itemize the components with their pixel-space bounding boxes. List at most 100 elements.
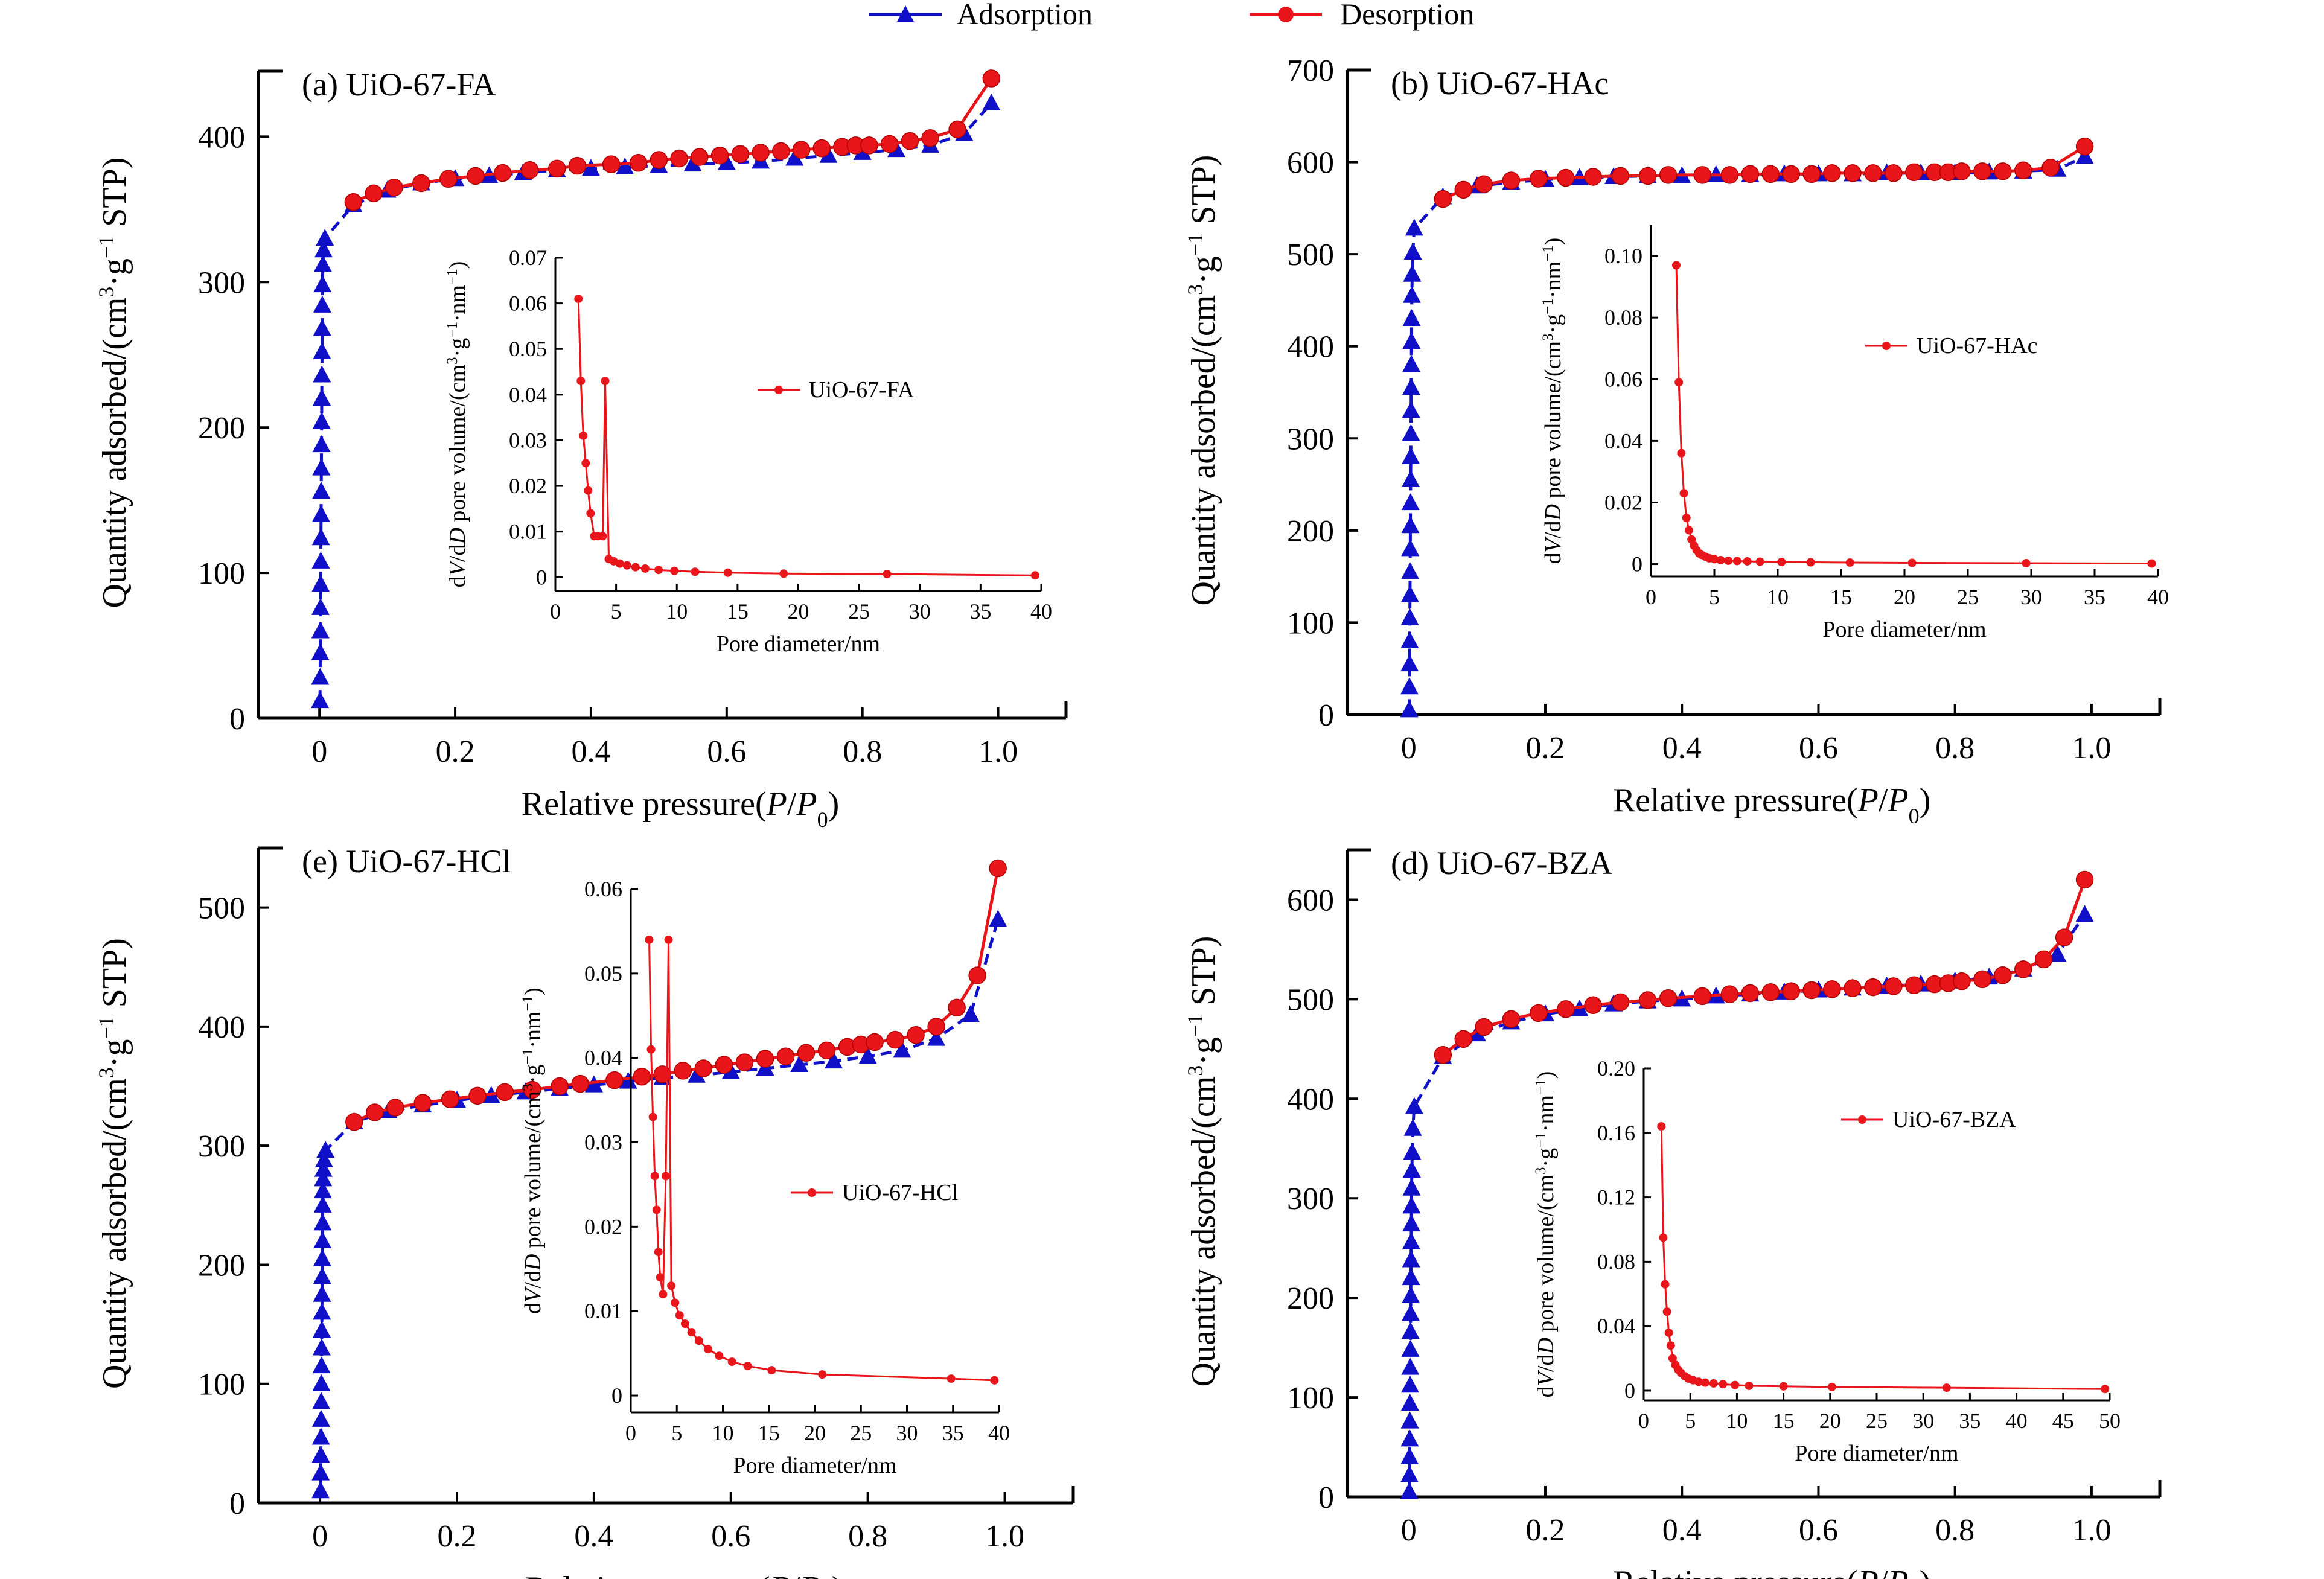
desorption-point <box>1557 1000 1575 1018</box>
adsorption-point <box>1402 1286 1420 1303</box>
x-tick-label: 1.0 <box>985 1519 1024 1554</box>
inset-y-axis-title: dV/dD pore volume/(cm3·g−1·nm−1) <box>444 261 471 588</box>
adsorption-point <box>1402 401 1420 418</box>
desorption-point <box>921 129 939 147</box>
inset-x-tick-label: 10 <box>666 599 688 624</box>
x-tick-label: 0.2 <box>437 1519 476 1554</box>
inset-legend-marker <box>1858 1115 1866 1124</box>
x-tick-label: 0.6 <box>1799 1513 1838 1548</box>
desorption-line <box>353 868 1000 1123</box>
x-tick-label: 0.4 <box>574 1519 613 1554</box>
inset-point <box>1657 1122 1666 1131</box>
inset-point <box>1827 1382 1836 1391</box>
inset-y-tick-label: 0.04 <box>1597 1314 1635 1338</box>
inset-point <box>656 1273 665 1282</box>
inset-point <box>2147 559 2156 568</box>
inset-plot-area <box>555 258 1041 591</box>
desorption-point <box>1973 162 1991 180</box>
desorption-point <box>571 1074 589 1093</box>
inset-legend-label: UiO-67-HAc <box>1917 333 2038 359</box>
desorption-series <box>1434 137 2094 208</box>
inset-x-tick-label: 0 <box>550 599 561 624</box>
adsorption-point <box>1400 677 1419 695</box>
inset-point <box>990 1376 999 1385</box>
desorption-point <box>982 69 1001 88</box>
inset-x-tick-label: 10 <box>1767 585 1789 609</box>
inset-point <box>1662 1307 1671 1316</box>
legend-desorption-label: Desorption <box>1340 0 1474 31</box>
inset-point <box>1666 1341 1675 1350</box>
desorption-point <box>674 1062 692 1080</box>
adsorption-point <box>313 342 331 359</box>
inset-point <box>1664 1328 1673 1337</box>
desorption-point <box>1905 163 1923 182</box>
adsorption-point <box>927 1029 946 1046</box>
desorption-point <box>1693 987 1711 1006</box>
x-tick-label: 0.8 <box>1935 1513 1974 1548</box>
adsorption-point <box>683 155 702 172</box>
inset-x-tick-label: 10 <box>1726 1409 1748 1433</box>
inset-point <box>680 1319 689 1329</box>
legend-desorption-marker <box>1278 7 1294 22</box>
inset-x-tick-label: 40 <box>1030 599 1052 624</box>
inset-point <box>1661 1280 1670 1289</box>
adsorption-point <box>311 1446 330 1463</box>
desorption-point <box>1529 170 1548 188</box>
inset-y-tick-label: 0.01 <box>584 1299 622 1323</box>
inset-point <box>723 568 732 577</box>
desorption-point <box>629 154 648 172</box>
desorption-point <box>1864 164 1882 182</box>
inset-point <box>687 1328 696 1337</box>
desorption-point <box>1885 164 1903 182</box>
adsorption-point <box>1401 562 1420 579</box>
y-tick-label: 200 <box>1287 514 1334 549</box>
desorption-point <box>1741 984 1760 1003</box>
inset-x-tick-label: 25 <box>1866 1409 1888 1433</box>
inset-x-tick-label: 50 <box>2099 1409 2121 1433</box>
desorption-point <box>1434 1045 1452 1064</box>
desorption-point <box>1953 162 1971 180</box>
desorption-point <box>776 1047 795 1065</box>
adsorption-point <box>1402 355 1421 372</box>
adsorption-point <box>311 691 330 709</box>
inset-point <box>1677 448 1686 458</box>
adsorption-point <box>1400 585 1419 602</box>
adsorption-point <box>982 93 1001 110</box>
desorption-point <box>735 1053 754 1071</box>
inset-x-tick-label: 10 <box>712 1421 734 1445</box>
x-tick-label: 0 <box>1401 731 1417 765</box>
y-axis-title: Quantity adsorbed/(cm3·g−1 STP) <box>94 938 133 1389</box>
inset-y-axis-title: dV/dD pore volume/(cm3·g−1·nm−1) <box>1533 1071 1559 1398</box>
adsorption-point <box>1402 378 1420 395</box>
desorption-point <box>1611 167 1630 185</box>
inset-y-tick-label: 0.06 <box>584 877 622 901</box>
y-tick-label: 0 <box>1318 1481 1334 1515</box>
desorption-point <box>1584 996 1602 1015</box>
inset-x-tick-label: 40 <box>2147 585 2169 609</box>
desorption-point <box>886 1030 904 1049</box>
desorption-point <box>1994 966 2012 984</box>
desorption-point <box>496 1083 514 1102</box>
x-axis-title: Relative pressure(P/P0) <box>1613 1564 1931 1579</box>
desorption-point <box>901 132 919 150</box>
adsorption-point <box>616 157 634 174</box>
y-tick-label: 300 <box>198 1129 245 1164</box>
panel-title: (b) UiO-67-HAc <box>1391 65 1609 101</box>
inset-x-tick-label: 30 <box>2020 585 2042 609</box>
y-tick-label: 100 <box>1287 606 1334 640</box>
inset-point <box>640 564 650 573</box>
inset-x-tick-label: 5 <box>1709 585 1720 609</box>
y-tick-label: 200 <box>1287 1281 1334 1316</box>
inset-legend-marker <box>1882 342 1891 350</box>
desorption-point <box>1802 981 1821 1000</box>
inset-x-tick-label: 15 <box>1773 1409 1795 1433</box>
inset-y-tick-label: 0.02 <box>1604 490 1642 514</box>
desorption-line <box>1441 879 2086 1056</box>
inset-y-tick-label: 0.16 <box>1597 1121 1635 1145</box>
desorption-point <box>948 998 966 1017</box>
inset-point <box>622 561 631 570</box>
inset-point <box>671 1298 680 1307</box>
inset-point <box>654 566 663 575</box>
